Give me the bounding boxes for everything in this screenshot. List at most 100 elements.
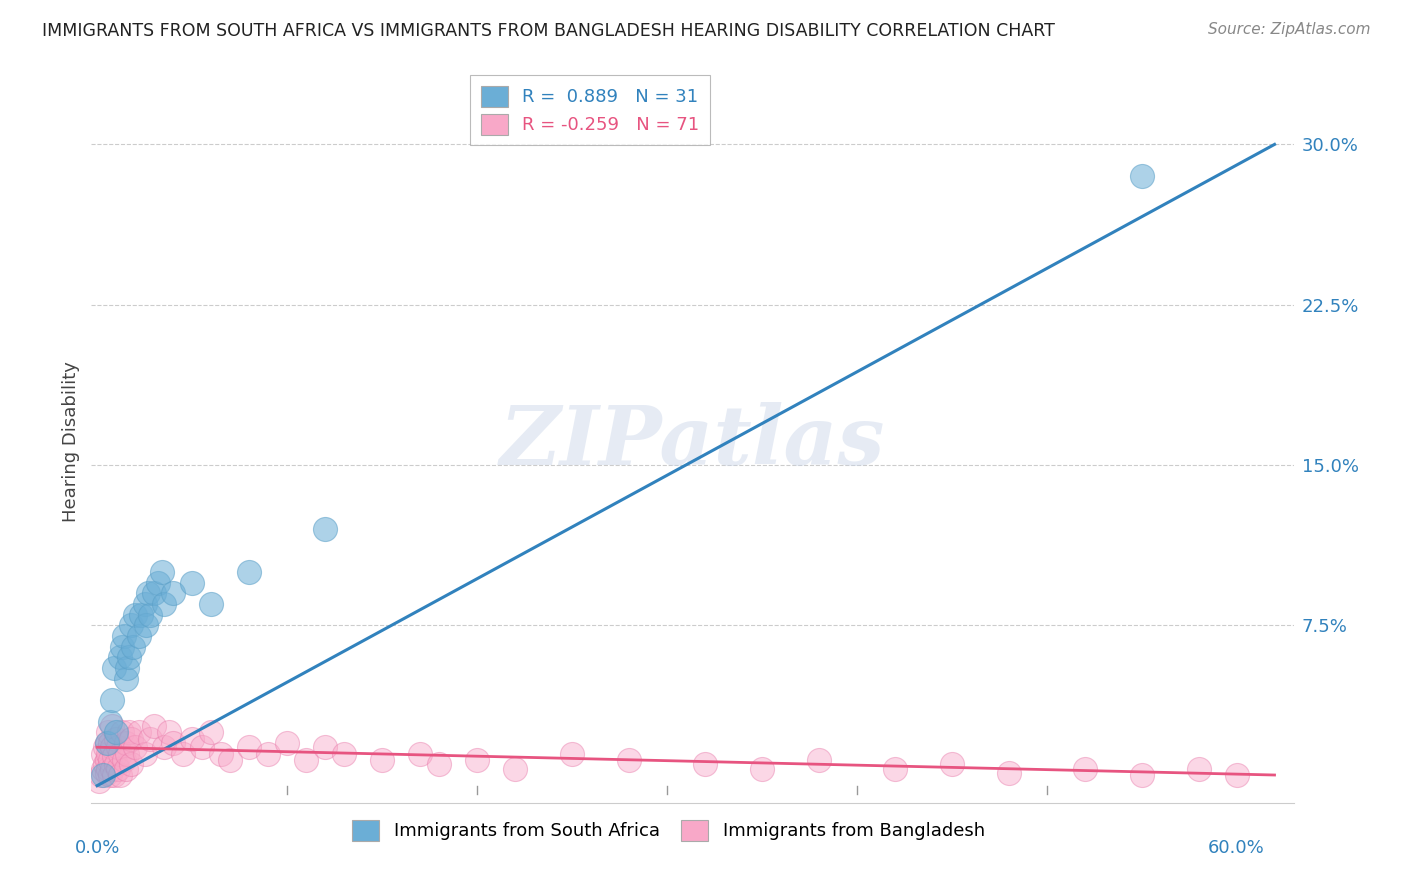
Text: Source: ZipAtlas.com: Source: ZipAtlas.com — [1208, 22, 1371, 37]
Point — [101, 693, 124, 707]
Point — [135, 618, 157, 632]
Point — [100, 714, 122, 729]
Point — [617, 753, 640, 767]
Point — [134, 597, 156, 611]
Point — [97, 747, 120, 761]
Point — [409, 747, 432, 761]
Point — [941, 757, 963, 772]
Point — [105, 731, 128, 746]
Point — [138, 586, 160, 600]
Point — [152, 597, 174, 611]
Point — [181, 575, 204, 590]
Point — [108, 650, 131, 665]
Point — [134, 747, 156, 761]
Point — [427, 757, 450, 772]
Point — [120, 731, 142, 746]
Point — [117, 661, 139, 675]
Point — [108, 747, 131, 761]
Point — [314, 740, 336, 755]
Y-axis label: Hearing Disability: Hearing Disability — [62, 361, 80, 522]
Point — [172, 747, 194, 761]
Point — [162, 586, 184, 600]
Point — [90, 768, 112, 782]
Text: 0.0%: 0.0% — [75, 839, 120, 857]
Point — [112, 753, 135, 767]
Point — [152, 740, 174, 755]
Point — [162, 736, 184, 750]
Point — [103, 661, 125, 675]
Point — [100, 736, 122, 750]
Point — [101, 762, 124, 776]
Point — [100, 753, 122, 767]
Point — [1130, 768, 1153, 782]
Text: IMMIGRANTS FROM SOUTH AFRICA VS IMMIGRANTS FROM BANGLADESH HEARING DISABILITY CO: IMMIGRANTS FROM SOUTH AFRICA VS IMMIGRAN… — [42, 22, 1054, 40]
Point — [111, 640, 134, 654]
Point — [128, 725, 150, 739]
Point — [105, 757, 128, 772]
Point — [96, 736, 118, 750]
Point — [108, 768, 131, 782]
Text: ZIPatlas: ZIPatlas — [499, 401, 886, 482]
Point — [751, 762, 773, 776]
Point — [117, 747, 139, 761]
Point — [139, 731, 162, 746]
Point — [150, 565, 173, 579]
Point — [503, 762, 526, 776]
Point — [91, 747, 114, 761]
Point — [124, 607, 146, 622]
Point — [114, 736, 136, 750]
Point — [96, 765, 118, 780]
Point — [143, 586, 166, 600]
Point — [200, 597, 222, 611]
Point — [93, 740, 115, 755]
Point — [181, 731, 204, 746]
Point — [114, 762, 136, 776]
Point — [118, 725, 141, 739]
Point — [122, 640, 145, 654]
Point — [276, 736, 298, 750]
Point — [371, 753, 394, 767]
Point — [91, 768, 114, 782]
Point — [111, 725, 134, 739]
Text: 60.0%: 60.0% — [1208, 839, 1265, 857]
Point — [465, 753, 488, 767]
Point — [333, 747, 356, 761]
Point — [107, 740, 129, 755]
Point — [101, 719, 124, 733]
Point — [96, 753, 118, 767]
Point — [1130, 169, 1153, 184]
Point — [112, 629, 135, 643]
Point — [93, 757, 115, 772]
Point — [105, 725, 128, 739]
Point — [561, 747, 583, 761]
Point — [314, 522, 336, 536]
Point — [97, 725, 120, 739]
Point — [128, 629, 150, 643]
Point — [257, 747, 280, 761]
Point — [101, 740, 124, 755]
Point — [1225, 768, 1247, 782]
Point — [883, 762, 905, 776]
Point — [807, 753, 830, 767]
Point — [114, 672, 136, 686]
Point — [100, 768, 122, 782]
Point — [118, 650, 141, 665]
Point — [97, 762, 120, 776]
Legend: Immigrants from South Africa, Immigrants from Bangladesh: Immigrants from South Africa, Immigrants… — [344, 813, 993, 848]
Point — [997, 765, 1019, 780]
Point — [200, 725, 222, 739]
Point — [238, 740, 260, 755]
Point — [139, 607, 162, 622]
Point — [143, 719, 166, 733]
Point — [295, 753, 318, 767]
Point — [103, 768, 125, 782]
Point — [129, 607, 152, 622]
Point — [103, 748, 125, 763]
Point — [1187, 762, 1209, 776]
Point — [107, 762, 129, 776]
Point — [190, 740, 212, 755]
Point — [1073, 762, 1095, 776]
Point — [693, 757, 716, 772]
Point — [157, 725, 180, 739]
Point — [238, 565, 260, 579]
